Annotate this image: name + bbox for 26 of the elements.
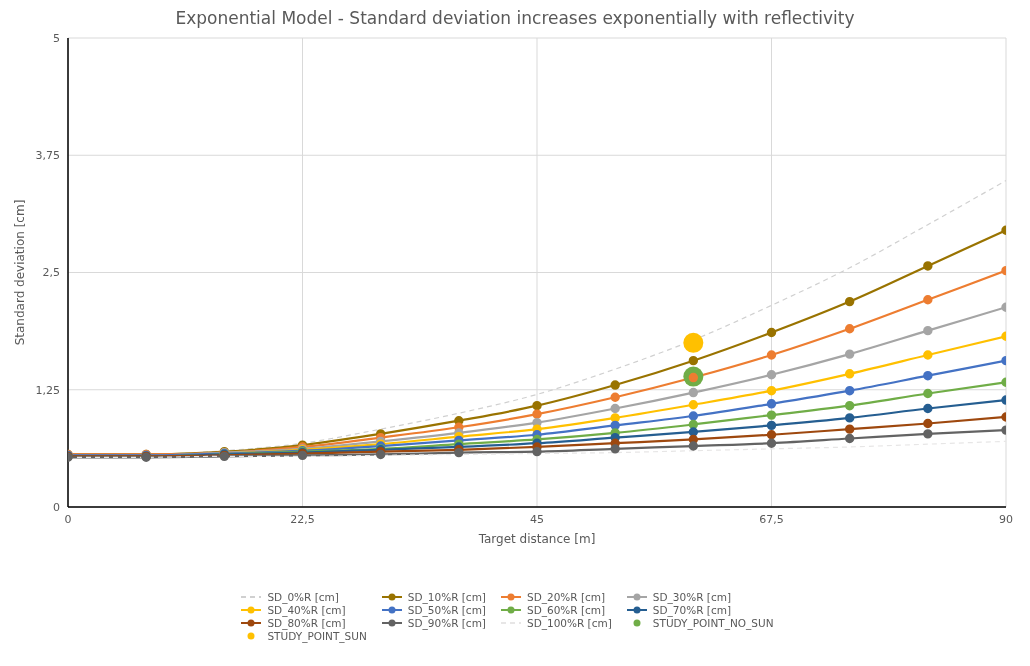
x-tick-label: 0 [64,512,72,526]
x-axis-title: Target distance [m] [477,532,596,546]
y-tick-label: 5 [53,31,60,45]
legend-label: SD_70%R [cm] [652,604,731,616]
x-tick-label: 90 [999,512,1013,526]
y-tick-label: 0 [53,500,60,514]
x-tick-label: 22,5 [290,512,315,526]
legend-label: SD_10%R [cm] [407,591,486,603]
legend-label: SD_80%R [cm] [267,617,346,629]
legend-label: SD_60%R [cm] [526,604,606,616]
legend-label: SD_40%R [cm] [267,604,346,616]
legend-label: SD_50%R [cm] [407,604,486,616]
legend-label: SD_30%R [cm] [652,591,731,603]
x-tick-label: 45 [530,512,544,526]
x-tick-label: 67,5 [759,512,784,526]
legend-label: STUDY_POINT_SUN [267,630,367,642]
y-tick-label: 3,75 [35,149,60,163]
y-axis-title: Standard deviation [cm] [13,199,28,346]
legend-label: SD_90%R [cm] [407,617,486,629]
legend-label: STUDY_POINT_NO_SUN [652,617,774,629]
legend-label: SD_100%R [cm] [526,617,612,629]
legend-label: SD_20%R [cm] [526,591,606,603]
chart-title: Exponential Model - Standard deviation increases exponentially with reflectivity [174,8,856,30]
legend-label: SD_0%R [cm] [267,591,339,603]
y-tick-label: 1,25 [35,383,60,397]
y-tick-label: 2,5 [42,266,60,280]
